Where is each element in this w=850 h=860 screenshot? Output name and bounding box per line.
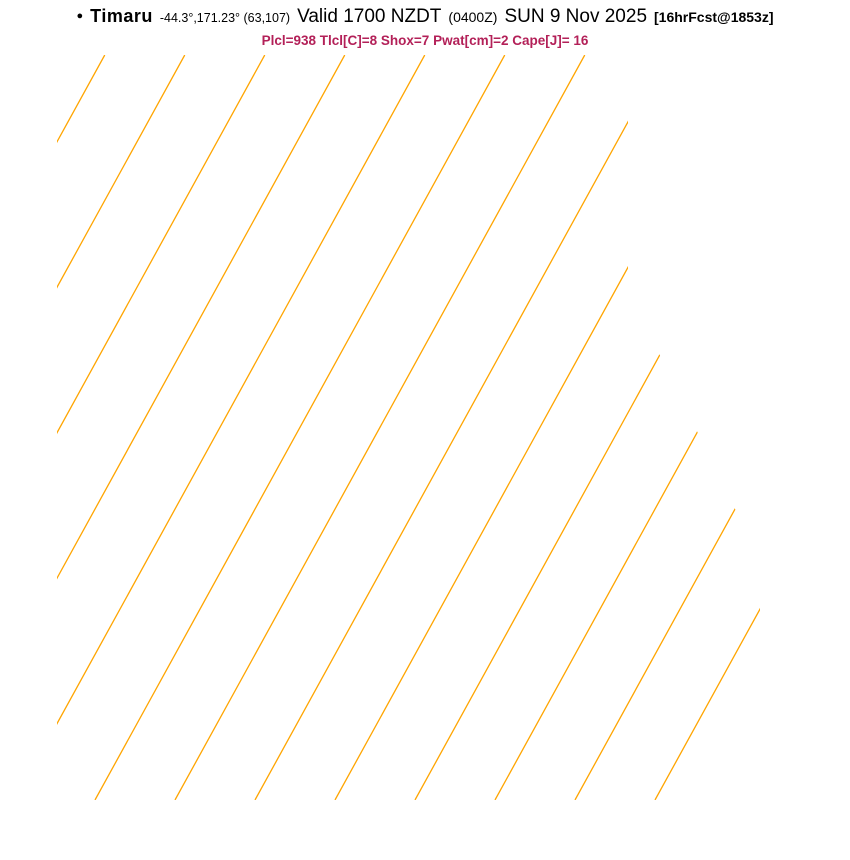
isotherm-line <box>57 55 266 800</box>
forecast-run-info: [16hrFcst@1853z] <box>654 9 774 25</box>
isotherm-line <box>57 55 426 800</box>
station-coordinates: -44.3°,171.23° (63,107) <box>159 11 291 25</box>
sounding-parameters: Plcl=938 Tlcl[C]=8 Shox=7 Pwat[cm]=2 Cap… <box>261 33 589 48</box>
isotherm-line <box>654 55 760 800</box>
station-name: Timaru <box>90 6 153 26</box>
isotherm-line <box>57 55 106 800</box>
chart-title: ● Timaru -44.3°,171.23° (63,107) Valid 1… <box>0 6 850 28</box>
isotherm-line <box>94 55 506 800</box>
isotherm-line <box>254 55 666 800</box>
isotherm-line <box>57 55 346 800</box>
isotherm-line <box>334 55 746 800</box>
isotherm-line <box>174 55 586 800</box>
isotherm-line <box>414 55 760 800</box>
grid-lines <box>0 55 760 800</box>
station-bullet-icon: ● <box>76 10 84 22</box>
isotherm-line <box>574 55 760 800</box>
isotherm-line <box>57 55 186 800</box>
valid-time: Valid 1700 NZDT <box>297 6 442 27</box>
isotherm-line <box>494 55 760 800</box>
zulu-time: (0400Z) <box>448 9 498 25</box>
isotherm-line <box>0 55 25 800</box>
valid-date: SUN 9 Nov 2025 <box>504 6 648 27</box>
